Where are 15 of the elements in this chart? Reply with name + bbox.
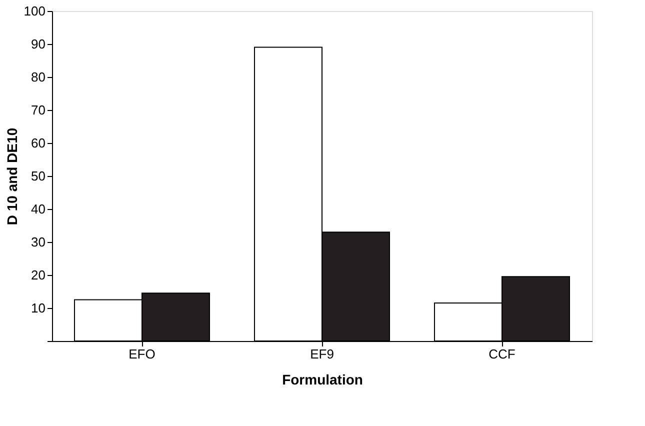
y-tick-label: 10: [31, 300, 46, 316]
y-tick-label: 80: [31, 70, 46, 84]
y-tick-label: 30: [31, 234, 46, 250]
y-tick-label: 50: [31, 168, 46, 184]
y-tick-label: 20: [31, 268, 46, 282]
y-tick-label: 40: [31, 202, 46, 216]
y-axis-title: D 10 and DE10: [4, 128, 20, 226]
x-tick-label: CCF: [488, 346, 516, 362]
x-tick-label: EFO: [128, 346, 156, 362]
x-axis-title: Formulation: [282, 372, 363, 388]
y-tick-label: 70: [31, 102, 46, 118]
x-tick-label: EF9: [310, 346, 334, 362]
y-tick-label: 90: [31, 36, 46, 52]
y-tick-label: 60: [31, 136, 46, 150]
y-tick-label: 100: [24, 4, 46, 18]
